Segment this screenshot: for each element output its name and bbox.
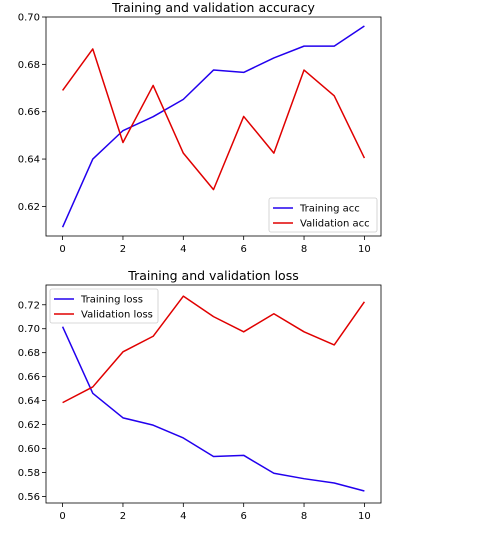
chart-1-x-tick-label-3: 6 <box>240 511 246 522</box>
chart-0-y-tick-label-4: 0.70 <box>18 13 40 24</box>
chart-0-legend-label-0: Training acc <box>299 204 360 215</box>
chart-0-x-tick-label-3: 6 <box>240 244 246 255</box>
chart-1-x-tick-label-5: 10 <box>358 511 371 522</box>
chart-1-legend-box <box>49 288 159 324</box>
chart-1-x-tick-label-4: 8 <box>301 511 307 522</box>
chart-1-x-tick-label-1: 2 <box>120 511 126 522</box>
chart-0-x-tick-label-1: 2 <box>120 244 126 255</box>
chart-1-axes-frame <box>45 284 382 504</box>
chart-1-series-line-0 <box>61 326 365 492</box>
chart-1-y-tick-label-2: 0.60 <box>18 444 40 455</box>
chart-0-x-tick-label-5: 10 <box>358 244 371 255</box>
chart-1-title: Training and validation loss <box>127 268 298 283</box>
chart-0-legend-label-1: Validation acc <box>300 219 370 230</box>
chart-0-legend-box <box>268 197 378 233</box>
chart-0-x-tick-label-2: 4 <box>180 244 186 255</box>
chart-1-legend-label-0: Training loss <box>80 295 143 306</box>
chart-0-x-tick-label-0: 0 <box>59 244 65 255</box>
chart-0-series-line-0 <box>61 25 365 228</box>
chart-1-series-line-1 <box>62 295 366 404</box>
chart-1-y-tick-label-8: 0.72 <box>18 300 40 311</box>
chart-1-y-tick-label-1: 0.58 <box>18 468 40 479</box>
chart-0-y-tick-label-1: 0.64 <box>18 155 40 166</box>
chart-1-y-tick-label-0: 0.56 <box>18 492 40 503</box>
chart-1-y-tick-label-4: 0.64 <box>18 396 40 407</box>
chart-1-y-tick-label-6: 0.68 <box>18 348 40 359</box>
chart-1-x-tick-label-0: 0 <box>59 511 65 522</box>
chart-0-y-tick-label-2: 0.66 <box>18 107 40 118</box>
chart-1-y-tick-label-5: 0.66 <box>18 372 40 383</box>
chart-1-y-tick-label-3: 0.62 <box>18 420 40 431</box>
chart-1-x-tick-label-2: 4 <box>180 511 186 522</box>
chart-0-series-line-1 <box>61 48 366 191</box>
chart-1-legend-label-1: Validation loss <box>81 310 153 321</box>
chart-0-y-tick-label-3: 0.68 <box>18 60 40 71</box>
chart-0-axes-frame <box>45 16 382 237</box>
chart-0-title: Training and validation accuracy <box>111 0 315 15</box>
chart-1-y-tick-label-7: 0.70 <box>18 324 40 335</box>
chart-0-y-tick-label-0: 0.62 <box>18 202 40 213</box>
chart-0-x-tick-label-4: 8 <box>301 244 307 255</box>
